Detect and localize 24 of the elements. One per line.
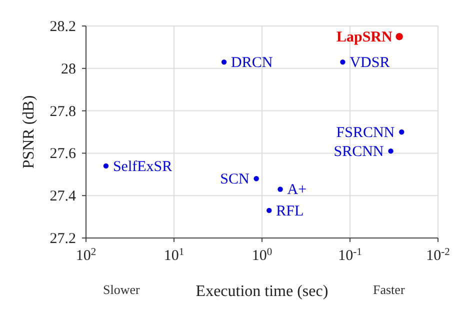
annotation: SRCNN — [334, 144, 384, 160]
y-tick-label: 27.6 — [50, 146, 76, 162]
x-tick-label: 10$^{-2}$ — [426, 246, 450, 264]
annotation: LapSRN — [336, 30, 392, 46]
x-axis-title: Execution time (sec) — [196, 283, 328, 300]
y-tick-label: 28 — [61, 61, 76, 78]
annotation: SCN — [220, 172, 250, 188]
x-tick-label: 10$^{-1}$ — [338, 246, 362, 264]
y-tick-label: 27.2 — [50, 231, 76, 247]
y-tick-label: 27.8 — [50, 104, 76, 120]
annotation: FSRCNN — [336, 125, 395, 141]
annotation: SelfExSR — [112, 158, 172, 175]
annotation: DRCN — [231, 55, 273, 72]
text: Faster — [373, 282, 405, 298]
y-tick-label: 28.2 — [50, 19, 76, 35]
annotation: A+ — [287, 182, 307, 198]
annotation: VDSR — [350, 55, 390, 72]
x-tick-label: 10$^{2}$ — [76, 246, 96, 264]
y-axis-title: PSNR (dB) — [20, 95, 38, 169]
text: Slower — [103, 282, 140, 298]
annotation: RFL — [276, 203, 304, 220]
x-tick-label: 10$^{0}$ — [252, 246, 272, 264]
y-tick-label: 27.4 — [50, 188, 76, 205]
x-tick-label: 10$^{1}$ — [164, 246, 184, 264]
